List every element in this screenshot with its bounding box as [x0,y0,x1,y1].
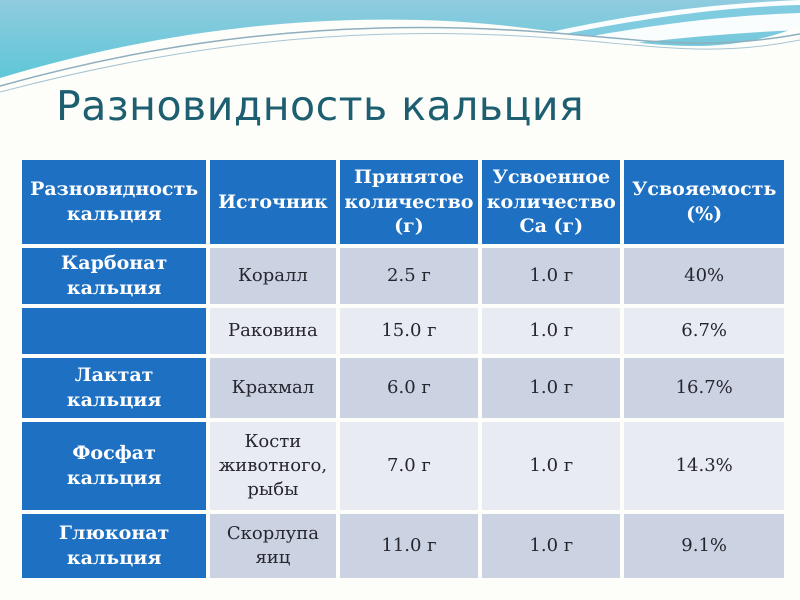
row-header-cell: Карбонат кальция [22,248,207,304]
table-cell: 7.0 г [339,422,479,510]
table-cell: Раковина [210,308,336,354]
wave-blue-ribbon [500,5,800,52]
table-cell: 11.0 г [339,514,479,578]
table-cell: 6.0 г [339,358,479,418]
table-cell: 16.7% [624,358,784,418]
table-row: Лактат кальция Крахмал 6.0 г 1.0 г 16.7% [22,358,784,418]
table-row: Раковина 15.0 г 1.0 г 6.7% [22,308,784,354]
table-cell: 1.0 г [482,308,621,354]
table-cell: 1.0 г [482,422,621,510]
row-header-cell: Фосфат кальция [22,422,207,510]
table-cell: 9.1% [624,514,784,578]
table-cell: Крахмал [210,358,336,418]
table-cell: 14.3% [624,422,784,510]
wave-stroke-line-1 [0,26,800,87]
column-header-taken: Принятое количество (г) [339,160,479,244]
column-header-absorbed: Усвоенное количество Ca (г) [482,160,621,244]
row-header-cell: Глюконат кальция [22,514,207,578]
table-cell: 40% [624,248,784,304]
table-header-row: Разновидность кальция Источник Принятое … [22,160,784,244]
wave-white-dome [0,19,800,95]
calcium-table: Разновидность кальция Источник Принятое … [18,156,788,582]
column-header-type: Разновидность кальция [22,160,207,244]
page-title: Разновидность кальция [56,82,585,130]
table-cell: 2.5 г [339,248,479,304]
table-cell: 15.0 г [339,308,479,354]
table-row: Фосфат кальция Кости животного, рыбы 7.0 г… [22,422,784,510]
row-header-cell [22,308,207,354]
row-header-cell: Лактат кальция [22,358,207,418]
wave-banner-decoration [0,0,800,95]
table-cell: Коралл [210,248,336,304]
column-header-source: Источник [210,160,336,244]
table-cell: Скорлупа яиц [210,514,336,578]
table-cell: Кости животного, рыбы [210,422,336,510]
table-cell: 1.0 г [482,248,621,304]
wave-stroke-line-2 [0,33,800,93]
table-cell: 1.0 г [482,514,621,578]
table-cell: 1.0 г [482,358,621,418]
table-row: Карбонат кальция Коралл 2.5 г 1.0 г 40% [22,248,784,304]
table-cell: 6.7% [624,308,784,354]
table-body: Карбонат кальция Коралл 2.5 г 1.0 г 40% Раков… [22,248,784,578]
column-header-absorbability: Усвояемость (%) [624,160,784,244]
